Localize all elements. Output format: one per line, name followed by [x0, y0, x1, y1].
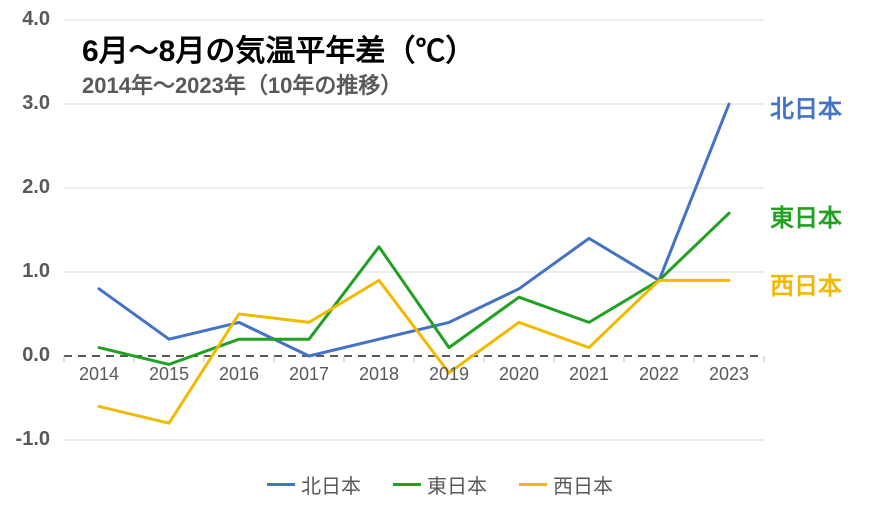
- series-end-label-east: 東日本: [770, 198, 842, 233]
- legend-item: 東日本: [393, 470, 487, 499]
- x-axis-label: 2014: [64, 364, 134, 385]
- x-axis-label: 2017: [274, 364, 344, 385]
- y-axis-label: 0.0: [0, 344, 50, 367]
- legend-item: 西日本: [519, 470, 613, 499]
- legend-swatch: [519, 483, 547, 486]
- chart-container: 6月～8月の気温平年差（℃） 2014年～2023年（10年の推移） -1.0 0…: [0, 0, 880, 520]
- y-axis-label: 1.0: [0, 260, 50, 283]
- legend-item: 北日本: [267, 470, 361, 499]
- y-axis-label: 3.0: [0, 92, 50, 115]
- series-line-north: [99, 104, 729, 356]
- x-axis-label: 2021: [554, 364, 624, 385]
- x-axis-label: 2023: [694, 364, 764, 385]
- legend-swatch: [267, 483, 295, 486]
- series-line-east: [99, 213, 729, 364]
- legend-swatch: [393, 483, 421, 486]
- series-end-label-west: 西日本: [770, 266, 842, 301]
- chart-title: 6月～8月の気温平年差（℃）: [82, 26, 475, 70]
- x-axis-label: 2016: [204, 364, 274, 385]
- y-axis-label: 2.0: [0, 176, 50, 199]
- legend-label: 東日本: [427, 470, 487, 499]
- series-line-west: [99, 280, 729, 423]
- series-end-label-north: 北日本: [770, 89, 842, 124]
- x-axis-label: 2018: [344, 364, 414, 385]
- chart-subtitle: 2014年～2023年（10年の推移）: [82, 68, 402, 100]
- x-axis-label: 2020: [484, 364, 554, 385]
- x-axis-label: 2015: [134, 364, 204, 385]
- x-axis-label: 2019: [414, 364, 484, 385]
- legend-label: 北日本: [301, 470, 361, 499]
- x-axis-label: 2022: [624, 364, 694, 385]
- legend-label: 西日本: [553, 470, 613, 499]
- y-axis-label: 4.0: [0, 8, 50, 31]
- y-axis-label: -1.0: [0, 428, 50, 451]
- legend: 北日本 東日本 西日本: [0, 470, 880, 499]
